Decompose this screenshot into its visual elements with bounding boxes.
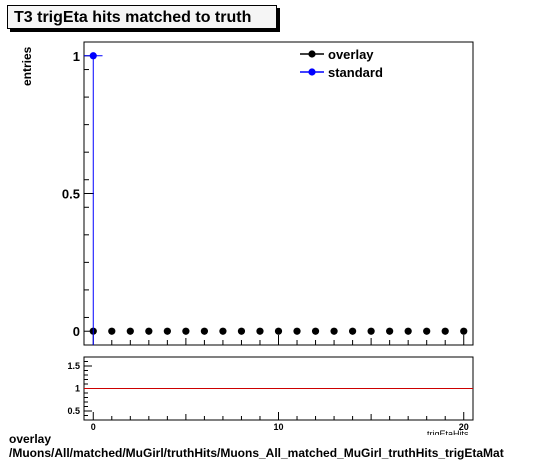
standard-point: [89, 52, 97, 60]
y-tick-label: 0: [73, 324, 80, 339]
overlay-point: [145, 327, 153, 335]
overlay-point: [219, 327, 227, 335]
overlay-point: [460, 327, 468, 335]
y-tick-label: 1: [73, 49, 80, 64]
overlay-point: [163, 327, 171, 335]
overlay-point: [348, 327, 357, 335]
overlay-point: [256, 327, 264, 335]
chart-title: T3 trigEta hits matched to truth: [7, 5, 277, 29]
overlay-point: [126, 327, 134, 335]
overlay-point: [330, 327, 338, 335]
overlay-point: [274, 327, 283, 335]
main-plot-frame: [83, 41, 474, 346]
x-axis-label: trigEtaHits: [427, 429, 469, 435]
overlay-point: [386, 327, 394, 335]
legend-standard-label: standard: [328, 65, 383, 80]
footer-line-2: /Muons/All/matched/MuGirl/truthHits/Muon…: [9, 446, 504, 460]
ratio-y-tick-label: 0.5: [67, 406, 80, 416]
overlay-point: [311, 327, 320, 335]
overlay-point: [182, 327, 190, 335]
ratio-y-tick-label: 1: [75, 384, 80, 394]
legend-overlay-label: overlay: [328, 47, 374, 62]
overlay-point: [367, 327, 375, 335]
overlay-point: [441, 327, 449, 335]
y-tick-label: 0.5: [62, 187, 80, 202]
legend-overlay-marker: [308, 50, 316, 58]
footer-line-1: overlay: [9, 432, 52, 446]
ratio-x-tick-label: 20: [459, 422, 469, 432]
overlay-point: [404, 327, 412, 335]
overlay-point: [293, 327, 301, 335]
legend-standard-marker: [308, 68, 316, 76]
ratio-y-tick-label: 1.5: [67, 361, 80, 371]
ratio-x-tick-label: 0: [91, 422, 96, 432]
overlay-point: [423, 327, 431, 335]
ratio-x-tick-label: 10: [273, 422, 283, 432]
overlay-point: [237, 327, 246, 335]
overlay-point: [108, 327, 116, 335]
overlay-point: [200, 327, 209, 335]
footer-caption: overlay /Muons/All/matched/MuGirl/truthH…: [9, 432, 504, 460]
